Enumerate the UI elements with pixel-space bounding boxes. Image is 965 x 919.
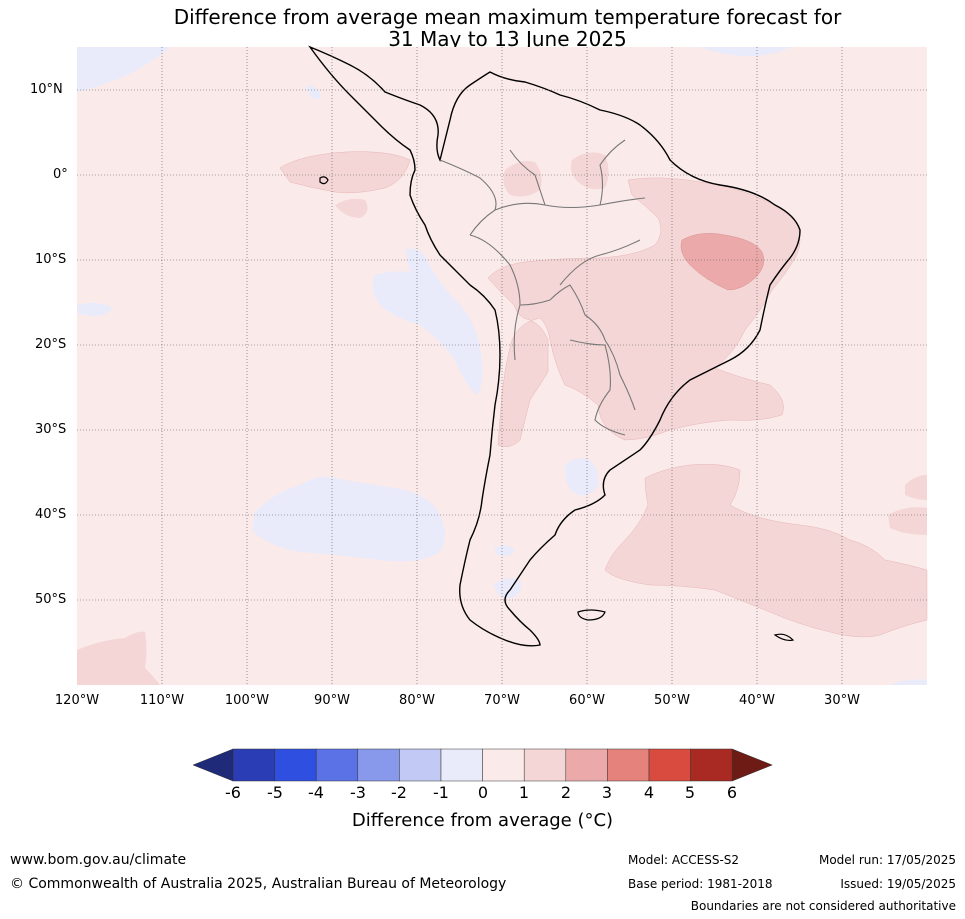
colorbar-bin [482,748,525,782]
lat-label-10s: 10°S [35,252,67,267]
anomaly-positive-galapagos [279,151,411,194]
colorbar-bin [357,748,400,782]
colorbar-bin [399,748,442,782]
colorbar-bin [232,748,275,782]
galapagos-islands [319,176,329,185]
anomaly-positive-colombia [503,161,542,197]
lat-label-20s: 20°S [35,337,67,352]
anomaly-negative-north [77,47,170,92]
anomaly-negative-southpacific [252,476,445,562]
lon-label-70w: 70°W [484,693,520,708]
footer-url: www.bom.gov.au/climate [10,852,187,868]
footer-model: Model: ACCESS-S2 [628,853,740,867]
anomaly-negative-southeast [890,679,927,685]
footer-base-period: Base period: 1981-2018 [628,877,773,891]
colorbar-tick: 1 [518,783,530,802]
colorbar-bin [274,748,317,782]
colorbar-tick: 2 [560,783,572,802]
latitude-gridlines [77,89,927,601]
colorbar-arrow-right [731,748,773,782]
lat-label-10n: 10°N [30,82,63,97]
anomaly-negative-small1 [305,85,321,100]
colorbar-arrow-left [192,748,234,782]
lon-label-120w: 120°W [54,693,100,708]
forecast-map [77,45,928,685]
lon-label-80w: 80°W [399,693,435,708]
colorbar-tick: 0 [477,783,489,802]
lat-label-50s: 50°S [35,592,67,607]
longitude-gridlines [161,47,843,685]
anomaly-negative-west-small [77,302,112,316]
colorbar-bin [565,748,608,782]
colorbar-tick: 3 [601,783,613,802]
map-title-line2: 31 May to 13 June 2025 [388,27,627,51]
lat-label-30s: 30°S [35,422,67,437]
lon-label-40w: 40°W [739,693,775,708]
lat-label-0: 0° [53,167,68,182]
colorbar-tick: -5 [267,783,283,802]
colorbar-tick: -2 [391,783,407,802]
colorbar-bin [440,748,483,782]
colorbar-bin [690,748,733,782]
falkland-islands [577,609,606,621]
country-borders [439,139,646,436]
colorbar-tick: -1 [433,783,449,802]
lat-label-40s: 40°S [35,507,67,522]
anomaly-positive-atlantic-east [905,475,927,500]
colorbar-tick: 6 [726,783,738,802]
south-america-coastline [308,45,801,647]
colorbar-tick: -6 [225,783,241,802]
colorbar [192,748,773,782]
anomaly-positive-galapagos2 [335,198,368,218]
anomaly-strong-northeast-brazil [680,233,765,291]
colorbar-bin [315,748,359,782]
lon-label-100w: 100°W [224,693,270,708]
anomaly-positive-guyana [570,152,609,190]
colorbar-bin [607,748,650,782]
footer-model-run: Model run: 17/05/2025 [818,853,956,867]
footer-copyright: © Commonwealth of Australia 2025, Austra… [10,876,507,892]
colorbar-label: Difference from average (°C) [351,810,614,831]
anomaly-positive-atlantic [604,463,928,638]
footer-issued: Issued: 19/05/2025 [840,877,956,891]
colorbar-tick: -4 [308,783,324,802]
lon-label-90w: 90°W [314,693,350,708]
anomaly-negative-argentina [564,458,599,496]
lon-label-50w: 50°W [654,693,690,708]
lon-label-110w: 110°W [139,693,185,708]
map-title-line1: Difference from average mean maximum tem… [173,5,842,29]
colorbar-tick: 4 [643,783,655,802]
anomaly-negative-patagonia1 [494,545,514,557]
anomaly-positive-southwest [77,631,160,685]
lon-label-30w: 30°W [824,693,860,708]
colorbar-bin [523,748,567,782]
colorbar-tick: 5 [684,783,696,802]
colorbar-bin [648,748,691,782]
lon-label-60w: 60°W [569,693,605,708]
anomaly-negative-peru [372,248,483,395]
anomaly-positive-atlantic-east2 [888,507,927,535]
anomaly-negative-northeast [700,47,790,57]
colorbar-tick: -3 [350,783,366,802]
south-georgia [773,633,795,642]
footer-disclaimer: Boundaries are not considered authoritat… [690,899,956,913]
